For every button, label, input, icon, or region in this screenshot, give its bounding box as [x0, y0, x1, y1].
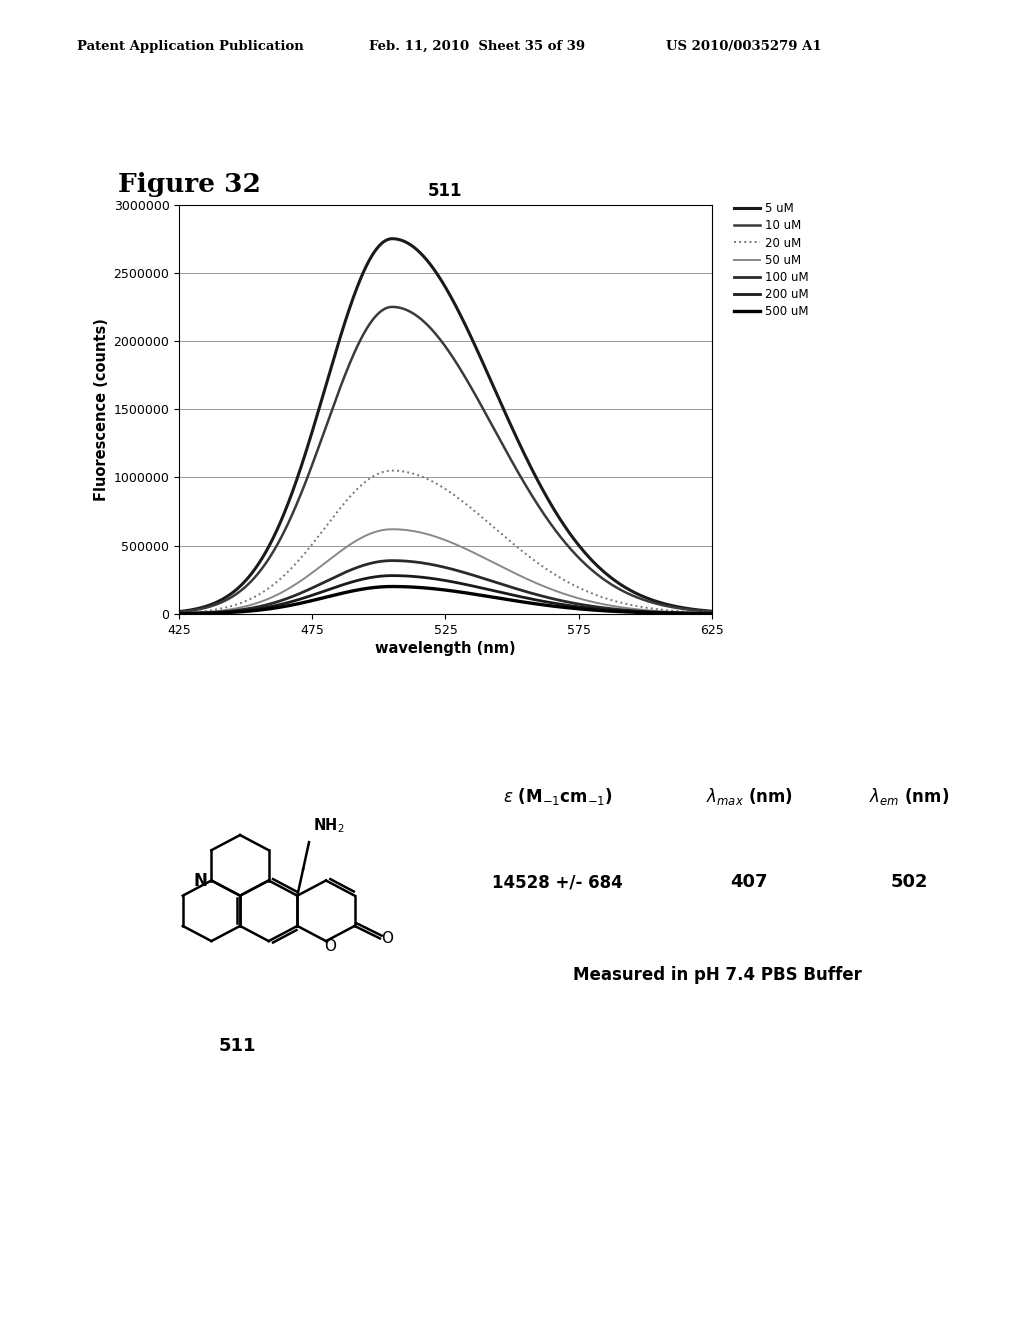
Text: O: O	[324, 939, 336, 954]
Text: Measured in pH 7.4 PBS Buffer: Measured in pH 7.4 PBS Buffer	[572, 966, 861, 983]
Y-axis label: Fluorescence (counts): Fluorescence (counts)	[94, 318, 110, 500]
Title: 511: 511	[428, 182, 463, 201]
Text: $\lambda_{em}$ (nm): $\lambda_{em}$ (nm)	[868, 787, 949, 808]
Text: Patent Application Publication: Patent Application Publication	[77, 40, 303, 53]
Text: $\varepsilon$ (M$_{-1}$cm$_{-1}$): $\varepsilon$ (M$_{-1}$cm$_{-1}$)	[503, 787, 612, 808]
Legend: 5 uM, 10 uM, 20 uM, 50 uM, 100 uM, 200 uM, 500 uM: 5 uM, 10 uM, 20 uM, 50 uM, 100 uM, 200 u…	[733, 202, 809, 318]
Text: 511: 511	[219, 1038, 256, 1055]
X-axis label: wavelength (nm): wavelength (nm)	[375, 640, 516, 656]
Text: 407: 407	[730, 874, 768, 891]
Text: $\lambda_{max}$ (nm): $\lambda_{max}$ (nm)	[706, 787, 793, 808]
Text: Feb. 11, 2010  Sheet 35 of 39: Feb. 11, 2010 Sheet 35 of 39	[369, 40, 585, 53]
Text: N: N	[194, 871, 208, 890]
Text: Figure 32: Figure 32	[118, 172, 261, 197]
Text: O: O	[381, 931, 393, 946]
Text: US 2010/0035279 A1: US 2010/0035279 A1	[666, 40, 821, 53]
Text: 14528 +/- 684: 14528 +/- 684	[493, 874, 623, 891]
Text: NH$_2$: NH$_2$	[313, 816, 344, 836]
Text: 502: 502	[890, 874, 928, 891]
